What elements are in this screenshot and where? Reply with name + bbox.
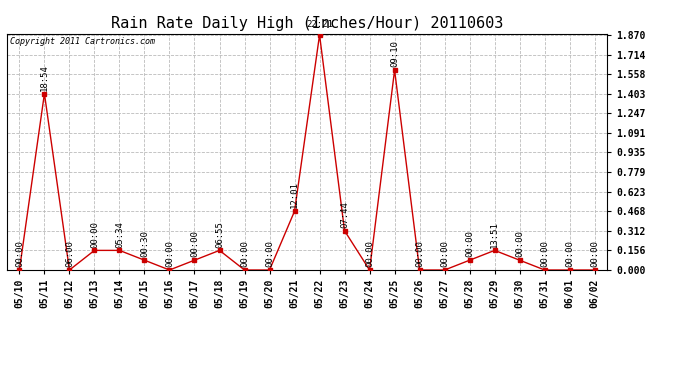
- Text: 18:54: 18:54: [40, 64, 49, 91]
- Text: 22:21: 22:21: [306, 20, 333, 29]
- Text: 00:30: 00:30: [140, 231, 149, 257]
- Text: 13:51: 13:51: [490, 221, 499, 248]
- Text: 00:00: 00:00: [440, 240, 449, 267]
- Text: 00:00: 00:00: [515, 231, 524, 257]
- Text: 06:00: 06:00: [65, 240, 74, 267]
- Text: 00:00: 00:00: [565, 240, 574, 267]
- Text: 00:00: 00:00: [90, 221, 99, 248]
- Text: 00:00: 00:00: [590, 240, 599, 267]
- Text: 09:10: 09:10: [390, 40, 399, 68]
- Text: 00:00: 00:00: [165, 240, 174, 267]
- Text: 07:44: 07:44: [340, 201, 349, 228]
- Text: 00:00: 00:00: [265, 240, 274, 267]
- Text: 06:55: 06:55: [215, 221, 224, 248]
- Text: 00:00: 00:00: [415, 240, 424, 267]
- Text: 00:00: 00:00: [240, 240, 249, 267]
- Title: Rain Rate Daily High (Inches/Hour) 20110603: Rain Rate Daily High (Inches/Hour) 20110…: [111, 16, 503, 31]
- Text: 05:34: 05:34: [115, 221, 124, 248]
- Text: 00:00: 00:00: [540, 240, 549, 267]
- Text: 00:00: 00:00: [15, 240, 24, 267]
- Text: 00:00: 00:00: [465, 231, 474, 257]
- Text: 00:00: 00:00: [190, 231, 199, 257]
- Text: 12:01: 12:01: [290, 182, 299, 209]
- Text: 00:00: 00:00: [365, 240, 374, 267]
- Text: Copyright 2011 Cartronics.com: Copyright 2011 Cartronics.com: [10, 37, 155, 46]
